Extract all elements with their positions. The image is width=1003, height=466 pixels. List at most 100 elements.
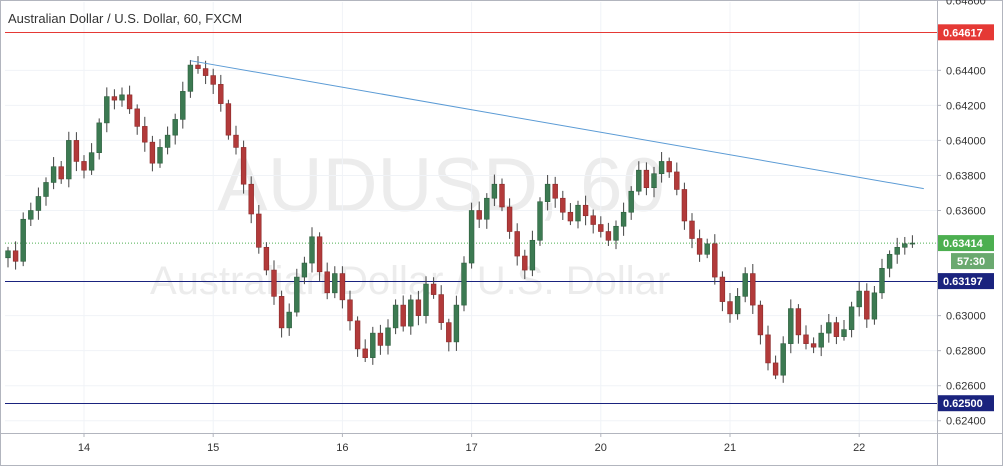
candle-up: [5, 250, 11, 259]
candle-down: [560, 197, 566, 213]
candle-down: [271, 269, 277, 297]
candle-down: [810, 343, 817, 348]
candle-up: [332, 273, 338, 294]
time-tick-label: 20: [595, 442, 607, 454]
candle-down: [712, 243, 718, 278]
price-level-tag-label: 0.63197: [943, 276, 983, 288]
candle-up: [172, 119, 178, 136]
candle-down: [605, 231, 612, 241]
candle-down: [339, 273, 346, 301]
candle-up: [157, 147, 163, 164]
candle-up: [742, 273, 748, 297]
price-level-tag: [938, 273, 994, 290]
price-tick-label: 0.64400: [946, 65, 986, 77]
candle-up: [636, 169, 642, 192]
candle-down: [195, 64, 201, 69]
candle-up: [856, 290, 862, 308]
candle-down: [674, 171, 680, 190]
candle-up: [119, 94, 125, 101]
candle-up: [294, 276, 300, 313]
candle-up: [818, 332, 824, 348]
price-tick-label: 0.62400: [946, 416, 986, 428]
candle-up: [453, 304, 460, 343]
candle-down: [354, 320, 361, 350]
last-price-label: 0.63414: [943, 238, 984, 250]
candle-down: [134, 108, 140, 127]
candle-down: [362, 348, 368, 358]
candle-down: [225, 103, 232, 136]
candle-up: [826, 322, 832, 334]
price-tick-label: 0.63800: [946, 170, 986, 182]
candle-up: [871, 292, 878, 320]
candle-down: [240, 147, 247, 185]
candle-up: [20, 218, 26, 262]
candle-down: [567, 211, 574, 222]
candle-up: [370, 332, 376, 358]
watermark-symbol: AUDUSD, 60: [217, 143, 665, 228]
candle-down: [582, 204, 589, 217]
candle-down: [750, 273, 756, 306]
candle-down: [149, 141, 156, 164]
candle-down: [263, 246, 270, 271]
candle-up: [286, 311, 292, 329]
candle-up: [620, 211, 627, 227]
time-tick-label: 17: [465, 442, 477, 454]
candle-down: [833, 322, 840, 337]
candle-up: [909, 242, 916, 245]
candle-down: [248, 183, 254, 215]
candle-up: [35, 196, 42, 211]
candle-down: [719, 276, 726, 302]
candle-down: [727, 301, 733, 315]
candle-up: [902, 243, 908, 248]
candle-up: [544, 183, 551, 203]
candle-down: [58, 166, 64, 180]
time-tick-label: 16: [336, 442, 348, 454]
candle-up: [164, 134, 171, 148]
candle-up: [96, 122, 102, 153]
last-price-tag: [938, 235, 994, 252]
candle-down: [316, 236, 323, 273]
candle-down: [643, 169, 650, 189]
candle-down: [81, 161, 87, 171]
candle-down: [757, 304, 764, 336]
chart-title: Australian Dollar / U.S. Dollar, 60, FXC…: [8, 11, 243, 26]
candle-up: [788, 308, 794, 344]
candle-up: [423, 283, 429, 316]
candle-up: [886, 253, 893, 269]
candle-up: [468, 210, 475, 264]
candle-up: [894, 246, 900, 255]
time-tick-label: 14: [78, 442, 90, 454]
candle-down: [772, 362, 779, 376]
candle-down: [681, 189, 688, 222]
candle-down: [347, 299, 353, 322]
candle-down: [765, 334, 771, 364]
candle-down: [233, 134, 239, 148]
candle-up: [848, 306, 855, 330]
candle-down: [111, 96, 118, 101]
candle-up: [734, 296, 741, 315]
candle-down: [256, 213, 262, 248]
time-tick-label: 15: [207, 442, 219, 454]
price-level-tag-label: 0.62500: [943, 398, 983, 410]
price-tick-label: 0.62800: [946, 346, 986, 358]
candle-down: [218, 84, 224, 104]
candle-down: [590, 215, 596, 225]
candle-down: [476, 210, 482, 220]
price-level-tag: [938, 24, 994, 41]
price-tick-label: 0.64800: [946, 0, 986, 7]
price-level-tag-label: 0.64617: [943, 27, 983, 39]
candle-up: [187, 64, 194, 92]
candle-up: [461, 262, 467, 306]
candle-down: [377, 332, 384, 346]
candle-down: [438, 294, 444, 323]
candle-up: [50, 166, 57, 183]
countdown-label: 57:30: [957, 256, 985, 268]
candle-down: [430, 283, 437, 295]
candle-down: [324, 271, 330, 294]
candle-down: [666, 161, 672, 173]
candle-down: [522, 255, 528, 271]
candle-up: [841, 329, 847, 337]
candle-up: [484, 197, 490, 220]
candle-down: [142, 126, 148, 143]
